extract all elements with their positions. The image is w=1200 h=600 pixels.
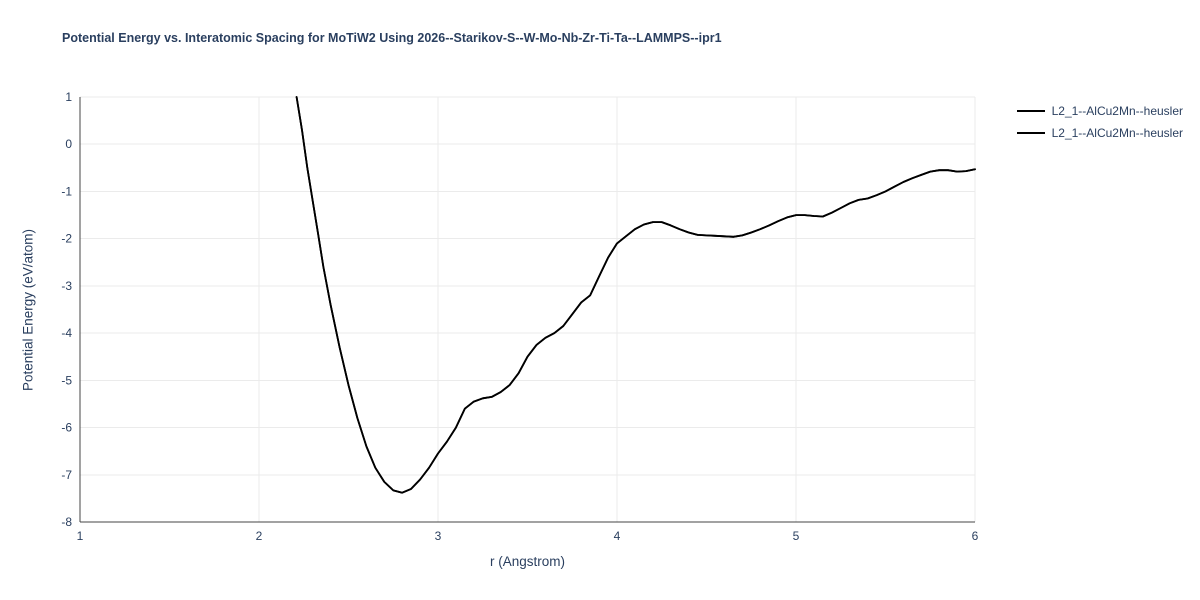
series-line (295, 96, 976, 494)
y-tick-label: -2 (61, 232, 72, 246)
x-tick-label: 6 (972, 529, 979, 543)
x-tick-label: 4 (614, 529, 621, 543)
y-tick-label: 1 (65, 90, 72, 104)
legend-line-sample-icon (1016, 110, 1045, 112)
x-tick-label: 5 (793, 529, 800, 543)
x-tick-label: 2 (256, 529, 263, 543)
y-tick-label: -1 (61, 184, 72, 198)
legend-label: L2_1--AlCu2Mn--heusler (1051, 126, 1183, 140)
y-tick-label: -8 (61, 515, 72, 529)
x-tick-label: 1 (77, 529, 84, 543)
series-line (295, 96, 976, 494)
legend-label: L2_1--AlCu2Mn--heusler (1051, 104, 1183, 118)
y-tick-label: -7 (61, 468, 72, 482)
chart-title: Potential Energy vs. Interatomic Spacing… (62, 31, 722, 45)
x-axis-label: r (Angstrom) (489, 554, 565, 569)
legend-item[interactable]: L2_1--AlCu2Mn--heusler (1016, 126, 1183, 140)
x-tick-label: 3 (435, 529, 442, 543)
y-tick-label: 0 (65, 137, 72, 151)
y-tick-label: -4 (61, 326, 72, 340)
legend-line-sample-icon (1016, 132, 1045, 134)
y-axis-label: Potential Energy (eV/atom) (20, 228, 36, 392)
y-tick-label: -5 (61, 373, 72, 387)
legend-item[interactable]: L2_1--AlCu2Mn--heusler (1016, 104, 1183, 118)
legend: L2_1--AlCu2Mn--heusler L2_1--AlCu2Mn--he… (1016, 104, 1183, 140)
y-tick-label: -6 (61, 421, 72, 435)
y-tick-label: -3 (61, 279, 72, 293)
